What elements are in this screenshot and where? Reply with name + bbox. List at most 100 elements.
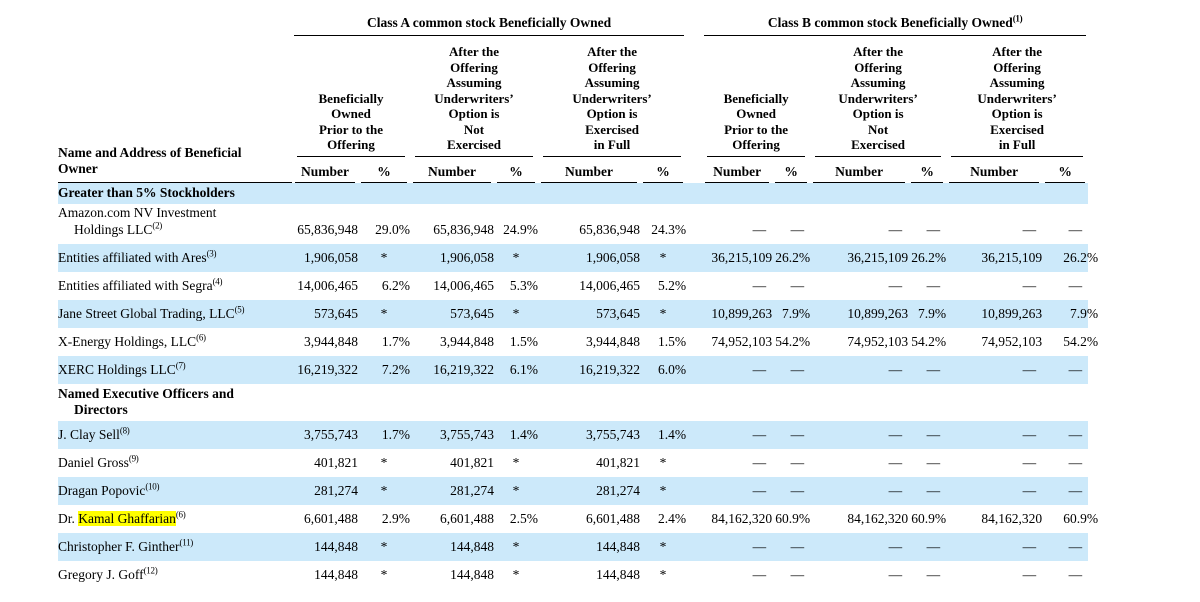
number-cell: 16,219,322 bbox=[538, 356, 640, 384]
number-cell: — bbox=[946, 421, 1043, 449]
no-holding-dash: — bbox=[1022, 427, 1037, 442]
value-text: 14,006,465 bbox=[297, 278, 358, 293]
owner-name: XERC Holdings LLC(7) bbox=[58, 356, 292, 384]
no-holding-dash: — bbox=[790, 455, 805, 470]
value-text: 14,006,465 bbox=[433, 278, 494, 293]
percent-cell: * bbox=[494, 561, 538, 589]
number-cell: 144,848 bbox=[538, 561, 640, 589]
value-text: 16,219,322 bbox=[297, 362, 358, 377]
owner-name: Christopher F. Ginther(11) bbox=[58, 533, 292, 561]
number-cell: 1,906,058 bbox=[292, 244, 358, 272]
percent-cell: 26.2% bbox=[772, 244, 811, 272]
footnote-ref: (9) bbox=[128, 453, 139, 464]
value-text: 3,755,743 bbox=[440, 427, 494, 442]
value-text: 6,601,488 bbox=[440, 511, 494, 526]
percent-cell: — bbox=[772, 533, 811, 561]
name-col-spacer bbox=[58, 8, 292, 36]
column-gap bbox=[686, 272, 702, 300]
number-cell: 14,006,465 bbox=[410, 272, 494, 300]
footnote-ref: (12) bbox=[143, 565, 158, 576]
no-holding-dash: — bbox=[752, 539, 767, 554]
value-text: * bbox=[659, 539, 667, 554]
header-a-exercised-full: After the Offering Assuming Underwriters… bbox=[538, 36, 686, 157]
no-holding-dash: — bbox=[926, 362, 941, 377]
table-body: Greater than 5% Stockholders Amazon.com N… bbox=[58, 182, 1098, 590]
value-text: 144,848 bbox=[314, 539, 358, 554]
table-row: XERC Holdings LLC(7) 16,219,322 7.2% 16,219… bbox=[58, 356, 1089, 384]
number-cell: — bbox=[702, 421, 773, 449]
value-text: 6,601,488 bbox=[586, 511, 640, 526]
value-text: 1,906,058 bbox=[304, 250, 358, 265]
number-cell: — bbox=[946, 204, 1042, 244]
percent-cell: — bbox=[908, 421, 947, 449]
number-cell: 74,952,103 bbox=[946, 328, 1042, 356]
percent-cell: 2.4% bbox=[640, 505, 686, 533]
percent-cell: — bbox=[908, 356, 947, 384]
no-holding-dash: — bbox=[1022, 567, 1037, 582]
value-text: 84,162,320 bbox=[711, 511, 773, 526]
number-cell: 84,162,320 bbox=[810, 505, 908, 533]
value-text: 144,848 bbox=[450, 567, 494, 582]
value-text: 1.7% bbox=[381, 427, 410, 442]
percent-cell: * bbox=[358, 244, 410, 272]
owner-name: J. Clay Sell(8) bbox=[58, 421, 292, 449]
no-holding-dash: — bbox=[752, 362, 767, 377]
number-cell: 401,821 bbox=[292, 449, 358, 477]
number-cell: 3,755,743 bbox=[292, 421, 358, 449]
col-header-number: Number bbox=[946, 157, 1042, 183]
number-cell: 36,215,109 bbox=[702, 244, 773, 272]
percent-cell: 54.2% bbox=[1042, 328, 1098, 356]
number-cell: 3,944,848 bbox=[410, 328, 494, 356]
owner-name: Gregory J. Goff(12) bbox=[58, 565, 158, 582]
percent-cell: — bbox=[1042, 272, 1088, 300]
no-holding-dash: — bbox=[1068, 222, 1083, 237]
value-text: 1,906,058 bbox=[586, 250, 640, 265]
no-holding-dash: — bbox=[1022, 483, 1037, 498]
percent-cell: * bbox=[494, 533, 538, 561]
beneficial-ownership-table: Class A common stock Beneficially Owned … bbox=[58, 8, 1098, 590]
value-text: * bbox=[659, 455, 667, 470]
percent-cell: * bbox=[640, 244, 687, 272]
no-holding-dash: — bbox=[790, 427, 805, 442]
class-b-title: Class B common stock Beneficially Owned bbox=[767, 15, 1013, 30]
value-text: 14,006,465 bbox=[579, 278, 640, 293]
value-text: * bbox=[659, 483, 667, 498]
number-cell: — bbox=[810, 533, 909, 561]
header-b-prior: Beneficially Owned Prior to the Offering bbox=[702, 36, 810, 157]
number-cell: 281,274 bbox=[410, 477, 494, 505]
no-holding-dash: — bbox=[1068, 278, 1083, 293]
value-text: 3,944,848 bbox=[586, 334, 640, 349]
value-text: 401,821 bbox=[450, 455, 494, 470]
no-holding-dash: — bbox=[752, 427, 767, 442]
col-header-number: Number bbox=[702, 157, 772, 183]
number-cell: 6,601,488 bbox=[410, 505, 494, 533]
no-holding-dash: — bbox=[752, 278, 767, 293]
value-text: * bbox=[512, 539, 520, 554]
number-cell: 6,601,488 bbox=[538, 505, 640, 533]
class-gap-column bbox=[686, 8, 702, 183]
value-text: 16,219,322 bbox=[433, 362, 494, 377]
no-holding-dash: — bbox=[926, 455, 941, 470]
value-text: 6.2% bbox=[381, 278, 410, 293]
column-gap bbox=[686, 300, 703, 328]
number-cell: 65,836,948 bbox=[410, 204, 494, 244]
owner-name: Dragan Popovic(10) bbox=[58, 477, 292, 505]
percent-cell: * bbox=[358, 561, 410, 589]
no-holding-dash: — bbox=[752, 455, 767, 470]
value-text: 144,848 bbox=[314, 567, 358, 582]
number-cell: — bbox=[946, 272, 1042, 300]
percent-cell: 60.9% bbox=[908, 505, 946, 533]
section-label: Named Executive Officers and Directors bbox=[58, 386, 234, 417]
number-cell: — bbox=[946, 356, 1043, 384]
value-text: * bbox=[380, 567, 388, 582]
percent-cell: * bbox=[358, 533, 410, 561]
no-holding-dash: — bbox=[1022, 539, 1037, 554]
percent-cell: — bbox=[1042, 561, 1088, 589]
owner-name: Entities affiliated with Ares(3) bbox=[58, 244, 292, 272]
number-cell: 14,006,465 bbox=[292, 272, 358, 300]
column-gap bbox=[686, 477, 703, 505]
percent-cell: — bbox=[1042, 356, 1089, 384]
number-cell: 144,848 bbox=[538, 533, 640, 561]
class-a-group-header: Class A common stock Beneficially Owned bbox=[292, 8, 686, 36]
table-header: Class A common stock Beneficially Owned … bbox=[58, 8, 1088, 183]
